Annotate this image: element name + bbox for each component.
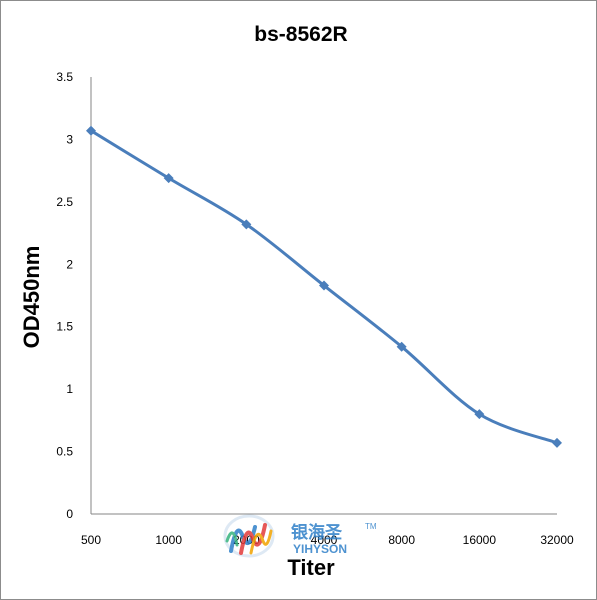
data-point-marker (241, 219, 252, 230)
y-tick-label: 2.5 (56, 195, 73, 209)
watermark-brand-en: YIHYSON (293, 542, 347, 556)
x-tick-label: 32000 (540, 533, 574, 547)
x-tick-label: 16000 (463, 533, 497, 547)
x-axis-title: Titer (287, 555, 335, 580)
data-point-marker (552, 437, 562, 448)
x-tick-label: 500 (81, 533, 101, 547)
watermark-brand-cn: 银海圣 (291, 522, 343, 543)
x-tick-label: 4000 (311, 533, 338, 547)
series-group (86, 125, 562, 448)
logo-mark-icon (223, 514, 275, 558)
x-tick-label: 8000 (388, 533, 415, 547)
data-point-marker (163, 173, 174, 184)
watermark-trademark: TM (365, 522, 377, 531)
y-tick-label: 0.5 (56, 445, 73, 459)
y-tick-label: 3 (66, 132, 73, 146)
data-point-marker (396, 341, 407, 352)
watermark-logo: 银海圣 YIHYSON TM (223, 514, 377, 558)
data-point-marker (474, 409, 485, 420)
chart-title: bs-8562R (254, 23, 347, 46)
y-tick-label: 1 (66, 382, 73, 396)
plot-area: 00.511.522.533.5 500 1000 2000 4000 8000 1600… (56, 70, 574, 547)
y-tick-label: 3.5 (56, 70, 73, 84)
y-tick-label: 2 (66, 257, 73, 271)
y-tick-label: 0 (66, 507, 73, 521)
y-ticks: 0 0.5 1 1.5 2 2.5 3 3.5 (56, 70, 73, 521)
x-tick-label: 1000 (155, 533, 182, 547)
y-tick-label: 1.5 (56, 320, 73, 334)
data-point-marker (86, 125, 96, 136)
y-axis-title: OD450nm (19, 246, 44, 349)
data-point-marker (319, 280, 329, 291)
